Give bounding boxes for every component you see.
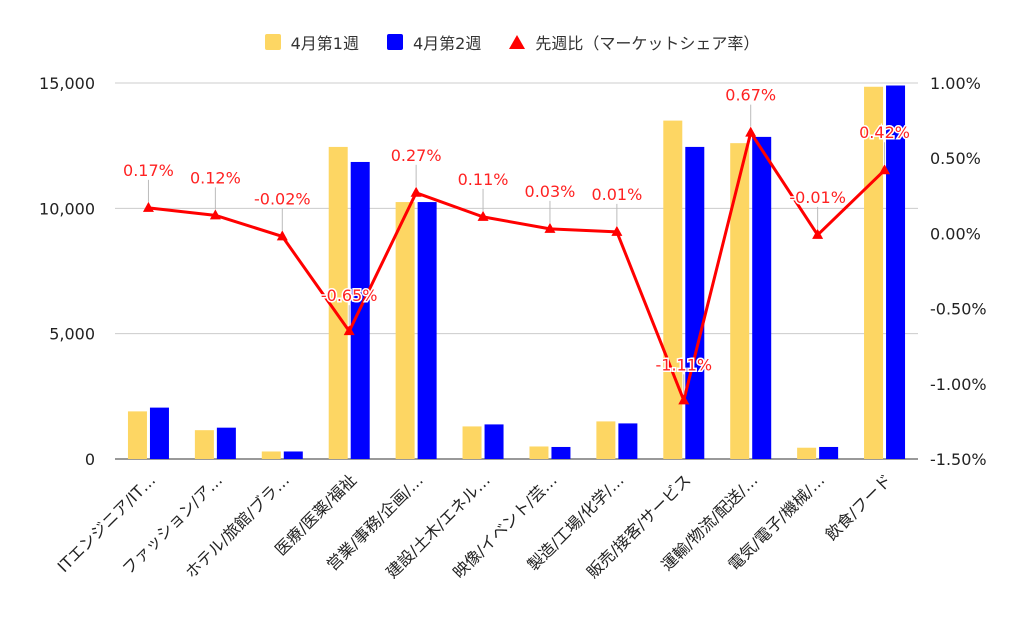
ratio-data-label: -0.65%	[321, 286, 378, 305]
ratio-point	[544, 222, 556, 233]
bar-week2	[819, 446, 839, 459]
ratio-line	[148, 131, 886, 402]
ratio-data-label: 0.17%	[123, 161, 174, 180]
ratio-data-label: -0.01%	[789, 188, 846, 207]
y-right-tick-label: -0.50%	[930, 300, 987, 319]
ratio-point	[142, 201, 154, 212]
bar-week1	[864, 86, 884, 459]
y-left-tick-label: 0	[85, 450, 95, 469]
legend-swatch-week2	[386, 34, 403, 50]
bar-week2	[484, 424, 504, 459]
legend-item-ratio: 先週比（マーケットシェア率）	[509, 30, 759, 54]
ratio-data-label: 0.03%	[525, 182, 576, 201]
bar-week1	[730, 143, 750, 459]
bar-week2	[618, 423, 638, 459]
ratio-data-label: 0.01%	[591, 185, 642, 204]
bar-week2	[149, 407, 169, 459]
ratio-point	[343, 325, 355, 336]
ratio-data-label: 0.67%	[725, 86, 776, 105]
ratio-point	[812, 228, 824, 239]
legend-triangle-icon	[509, 35, 526, 49]
y-right-tick-label: 1.00%	[930, 74, 981, 93]
bar-week2	[752, 136, 772, 460]
ratio-data-label: 0.11%	[458, 170, 509, 189]
bar-week2	[216, 427, 236, 459]
legend-item-week1: 4月第1週	[264, 30, 359, 54]
ratio-point	[477, 210, 489, 221]
legend: 4月第1週 4月第2週 先週比（マーケットシェア率）	[0, 30, 1024, 54]
legend-swatch-week1	[264, 34, 281, 50]
bar-week1	[596, 421, 616, 459]
ratio-point	[678, 394, 690, 405]
ratio-point	[879, 164, 891, 175]
bar-week2	[886, 85, 906, 460]
ratio-point	[209, 209, 221, 220]
legend-label-week1: 4月第1週	[290, 34, 359, 53]
ratio-data-label: 0.12%	[190, 168, 241, 187]
bar-week2	[417, 202, 437, 460]
ratio-point	[276, 230, 288, 241]
y-left-tick-label: 15,000	[39, 74, 95, 93]
bar-week1	[261, 451, 281, 459]
legend-item-week2: 4月第2週	[386, 30, 482, 54]
y-left-tick-label: 10,000	[39, 199, 95, 218]
bar-week2	[551, 446, 571, 459]
ratio-point	[611, 225, 623, 236]
ratio-point	[410, 186, 422, 197]
y-right-tick-label: -1.50%	[930, 450, 987, 469]
bar-week2	[685, 146, 705, 460]
y-right-tick-label: 0.50%	[930, 149, 981, 168]
ratio-data-label: -1.11%	[655, 355, 712, 374]
bar-week1	[663, 120, 683, 459]
ratio-data-label: 0.42%	[859, 123, 910, 142]
bar-week1	[797, 447, 817, 459]
x-tick-label: 飲食/フード	[822, 470, 896, 544]
legend-label-week2: 4月第2週	[412, 34, 482, 53]
bar-week1	[328, 146, 348, 460]
legend-label-ratio: 先週比（マーケットシェア率）	[535, 34, 760, 53]
bar-week1	[462, 426, 482, 459]
bar-week1	[395, 202, 415, 460]
y-right-tick-label: 0.00%	[930, 224, 981, 243]
y-left-tick-label: 5,000	[49, 325, 95, 344]
bar-week1	[127, 411, 147, 459]
bar-week2	[283, 451, 303, 459]
bar-week1	[529, 446, 549, 459]
ratio-point	[745, 126, 757, 137]
bar-week1	[194, 430, 214, 459]
y-right-tick-label: -1.00%	[930, 375, 987, 394]
ratio-data-label: -0.02%	[254, 189, 311, 208]
ratio-data-label: 0.27%	[391, 146, 442, 165]
